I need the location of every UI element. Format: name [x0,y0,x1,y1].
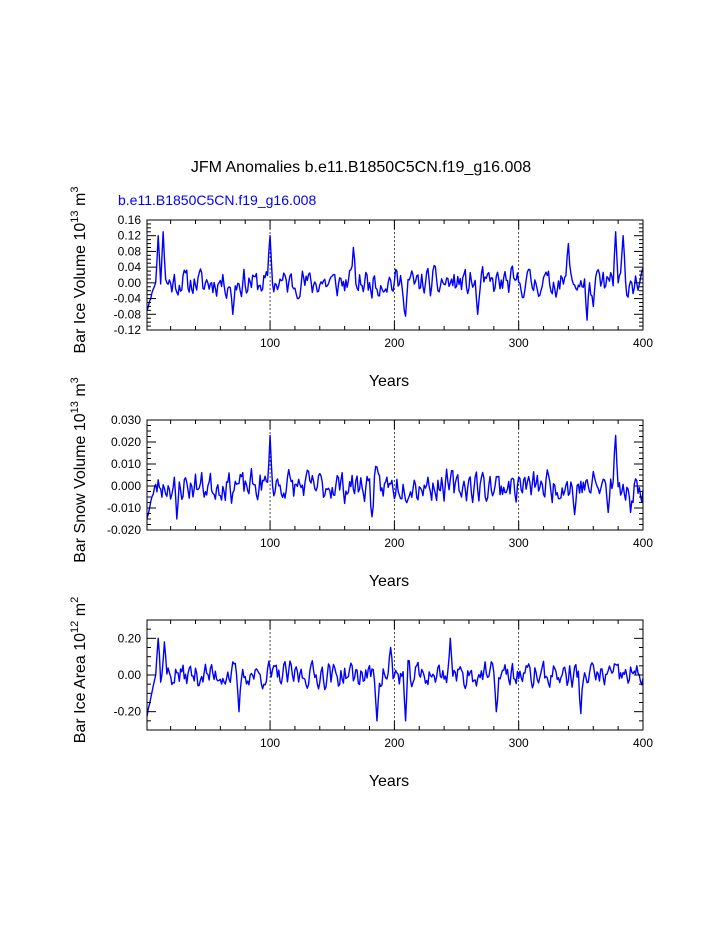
y-tick-label: 0.12 [118,229,142,243]
panel-ice-area: 100 200 300 400 -0.20 0.00 0.20 Years Bar Ice Ar… [69,597,653,790]
y-axis-label: Bar Ice Area 1012 m2 [69,597,89,743]
x-tick-label: 100 [260,736,280,750]
y-tick-label: -0.020 [107,523,141,537]
y-tick-label: -0.08 [114,307,142,321]
x-axis-label: Years [369,373,409,390]
x-tick-label: 200 [384,336,404,350]
x-tick-label: 200 [384,536,404,550]
x-tick-label: 200 [384,736,404,750]
y-tick-label: 0.08 [118,244,142,258]
y-tick-label: 0.030 [111,413,141,427]
y-axis-label: Bar Snow Volume 1013 m3 [69,377,89,563]
x-tick-label: 300 [509,736,529,750]
y-tick-label: -0.20 [114,705,142,719]
x-tick-label: 400 [633,736,653,750]
figure-subtitle: b.e11.B1850C5CN.f19_g16.008 [118,192,316,208]
y-tick-label: 0.16 [118,213,142,227]
series-line [146,637,644,722]
y-tick-label: 0.20 [118,631,142,645]
x-tick-label: 100 [260,336,280,350]
x-tick-label: 300 [509,536,529,550]
x-tick-label: 400 [633,536,653,550]
y-tick-label: -0.010 [107,501,141,515]
figure-title: JFM Anomalies b.e11.B1850C5CN.f19_g16.00… [191,159,531,176]
y-tick-label: 0.00 [118,668,142,682]
x-tick-label: 400 [633,336,653,350]
y-tick-label: 0.020 [111,435,141,449]
y-tick-label: 0.000 [111,479,141,493]
y-tick-label: 0.010 [111,457,141,471]
x-axis-label: Years [369,573,409,590]
panel-ice-volume: 100 200 300 400-0.12-0.08-0.040.000.040.080… [69,187,653,390]
series-line [146,231,644,321]
y-tick-label: 0.00 [118,276,142,290]
y-tick-label: -0.12 [114,323,142,337]
x-tick-label: 100 [260,536,280,550]
y-tick-label: 0.04 [118,260,142,274]
x-axis-label: Years [369,773,409,790]
panel-snow-volume: 100 200 300 400 -0.020 -0.010 0.000 0.010 0.020 0… [69,377,653,590]
plot-frame [146,419,644,531]
y-tick-label: -0.04 [114,292,142,306]
y-axis-label: Bar Ice Volume 1013 m3 [69,187,89,354]
series-line [146,434,644,520]
x-tick-label: 300 [509,336,529,350]
